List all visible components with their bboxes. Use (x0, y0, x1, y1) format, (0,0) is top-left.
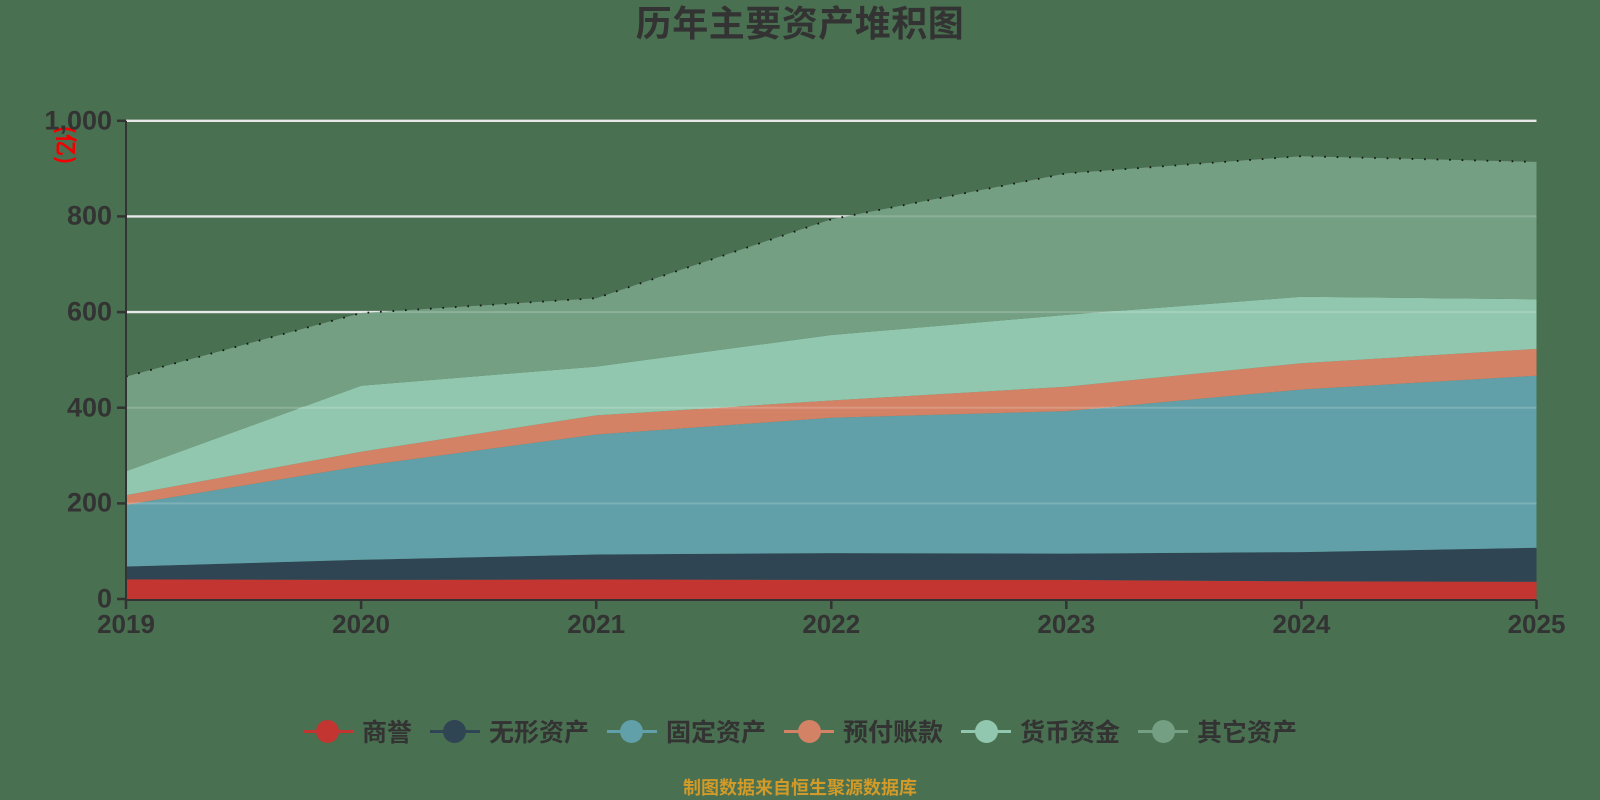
x-tick-label-2023: 2023 (1037, 604, 1096, 641)
legend-line-circle-icon (302, 719, 353, 743)
legend-item-6[interactable]: 其它资产 (1138, 713, 1297, 749)
y-tick-label-800: 800 (66, 193, 112, 233)
legend-label: 固定资产 (665, 713, 766, 749)
legend-circle-icon (1151, 719, 1175, 743)
legend-line-circle-icon (784, 719, 834, 743)
x-tick-label-2020: 2020 (332, 604, 390, 641)
legend-item-5[interactable]: 货币资金 (961, 713, 1120, 749)
x-tick-label-2021: 2021 (567, 604, 626, 641)
y-tick-label-1000: 1,000 (44, 98, 112, 138)
area-series-5 (126, 296, 1537, 496)
legend-line-circle-icon (606, 719, 657, 743)
area-series-4 (126, 348, 1537, 505)
legend-circle-icon (443, 719, 467, 743)
area-series-6 (126, 156, 1537, 472)
legend-item-1[interactable]: 商誉 (302, 713, 412, 749)
legend-circle-icon (797, 719, 821, 743)
y-tick-label-200: 200 (66, 480, 112, 520)
legend-label: 无形资产 (488, 713, 589, 749)
legend-line-circle-icon (961, 719, 1012, 743)
legend-item-4[interactable]: 预付账款 (784, 713, 943, 749)
area-series-2 (126, 547, 1537, 582)
legend-circle-icon (316, 719, 340, 743)
x-tick-label-2019: 2019 (97, 604, 155, 641)
legend-circle-icon (620, 719, 644, 743)
legend-line-circle-icon (429, 719, 480, 743)
x-tick-label-2025: 2025 (1507, 604, 1566, 641)
area-series-3 (126, 375, 1537, 567)
chart-title: 历年主要资产堆积图 (635, 0, 965, 47)
x-tick-label-2024: 2024 (1272, 604, 1331, 641)
legend-line-circle-icon (1138, 719, 1189, 743)
y-tick-label-400: 400 (66, 385, 112, 425)
legend-label: 货币资金 (1020, 713, 1121, 749)
legend-label: 其它资产 (1197, 713, 1298, 749)
area-series-1 (126, 579, 1537, 599)
legend-label: 预付账款 (843, 713, 944, 749)
x-tick-label-2022: 2022 (802, 604, 861, 641)
legend-item-2[interactable]: 无形资产 (429, 713, 589, 749)
y-tick-label-600: 600 (66, 289, 112, 329)
y-tick-label-0: 0 (96, 576, 112, 616)
legend-label: 商誉 (361, 713, 412, 749)
legend: 商誉 无形资产 固定资产 预付账款 货币资金 其它资产 (0, 713, 1600, 749)
footer-source-note: 制图数据来自恒生聚源数据库 (683, 774, 917, 800)
legend-circle-icon (974, 719, 998, 743)
legend-item-3[interactable]: 固定资产 (606, 713, 766, 749)
